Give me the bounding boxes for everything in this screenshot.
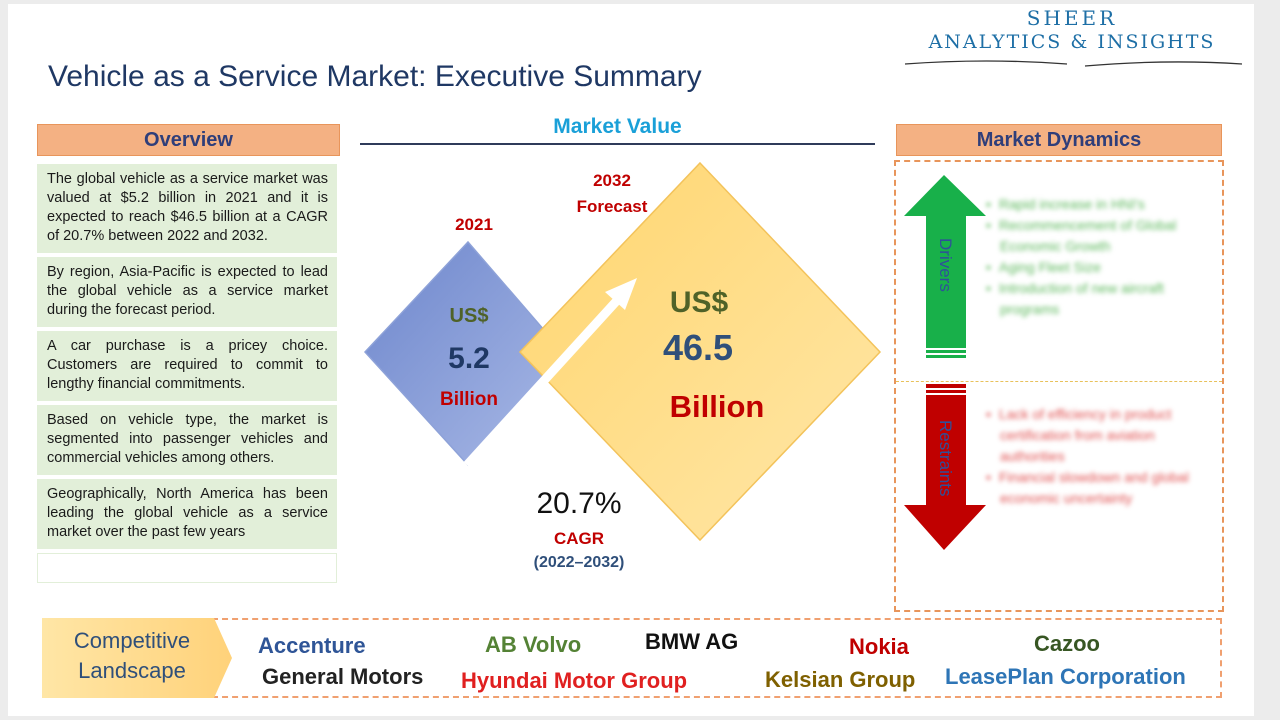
competitive-tag-shape [42,618,232,698]
company-general-motors: General Motors [262,664,424,689]
company-cazoo: Cazoo [1034,631,1100,656]
unit-2021: Billion [440,389,498,410]
brand-line-1: SHEER [1026,6,1118,30]
currency-2032: US$ [670,286,729,319]
market-value-diagram: 2021 US$ 5.2 Billion 2032 Forecast US$ 4… [363,161,882,571]
driver-item: Rapid increase in HNI's [986,194,1186,215]
restraint-item: Financial slowdown and global economic u… [986,467,1196,509]
unit-2032: Billion [670,389,765,424]
dynamics-arrows: Drivers Restraints [904,175,986,550]
market-value-divider [360,143,875,145]
company-leaseplan-corporation: LeasePlan Corporation [945,664,1186,689]
diamond-2032 [518,161,882,542]
currency-2021: US$ [450,305,489,327]
value-2032: 46.5 [663,327,733,368]
competitive-label-line-2: Landscape [78,658,186,683]
restraints-arrow-stripe [926,393,966,395]
company-ab-volvo: AB Volvo [485,632,582,657]
cagr-value: 20.7% [536,487,621,520]
market-value-header: Market Value [553,115,682,138]
restraints-down-arrow-icon [904,384,986,550]
overview-list: The global vehicle as a service market w… [37,164,337,583]
competitive-label-line-1: Competitive [73,628,191,653]
company-kelsian-group: Kelsian Group [765,667,916,692]
market-dynamics-divider [896,381,1222,382]
drivers-list: Rapid increase in HNI's Recommencement o… [986,194,1186,320]
company-hyundai-motor-group: Hyundai Motor Group [461,668,688,693]
drivers-arrow-stripe [926,353,966,355]
cagr-label: CAGR [554,529,604,548]
restraint-item: Lack of efficiency in product certificat… [986,404,1196,467]
market-dynamics-box [894,160,1224,612]
cagr-period: (2022–2032) [534,554,625,571]
year-2021-label: 2021 [455,215,493,234]
overview-header: Overview [37,124,340,156]
overview-item: The global vehicle as a service market w… [37,164,337,253]
brand-line-2: ANALYTICS & INSIGHTS [928,31,1216,53]
growth-arrow-icon [463,291,626,469]
competitive-landscape-label: Competitive Landscape [42,626,222,686]
competitive-landscape-tag [42,618,232,698]
page-title: Vehicle as a Service Market: Executive S… [48,60,702,93]
value-2021: 5.2 [448,342,490,375]
driver-item: Aging Fleet Size [986,257,1186,278]
company-bmw-ag: BMW AG [645,629,739,654]
brand-logo: SHEER ANALYTICS & INSIGHTS [897,6,1247,54]
company-nokia: Nokia [849,634,909,659]
overview-item: Based on vehicle type, the market is seg… [37,405,337,475]
driver-item: Introduction of new aircraft programs [986,278,1186,320]
brand-swoosh-icon [904,60,1243,67]
market-dynamics-header: Market Dynamics [896,124,1222,156]
drivers-arrow-stripe [926,348,966,350]
restraints-arrow-stripe [926,388,966,390]
growth-arrow-head-icon [605,278,637,310]
drivers-up-arrow-icon [904,175,986,358]
drivers-label: Drivers [936,238,955,292]
restraints-list: Lack of efficiency in product certificat… [986,404,1196,509]
restraints-label: Restraints [936,420,955,497]
overview-item: Geographically, North America has been l… [37,479,337,549]
overview-empty-row [37,553,337,583]
year-2032-label: 2032 [593,171,631,190]
overview-item: By region, Asia-Pacific is expected to l… [37,257,337,327]
driver-item: Recommencement of Global Economic Growth [986,215,1186,257]
overview-item: A car purchase is a pricey choice. Custo… [37,331,337,401]
company-accenture: Accenture [258,633,366,658]
year-2032-forecast-label: Forecast [577,197,648,216]
